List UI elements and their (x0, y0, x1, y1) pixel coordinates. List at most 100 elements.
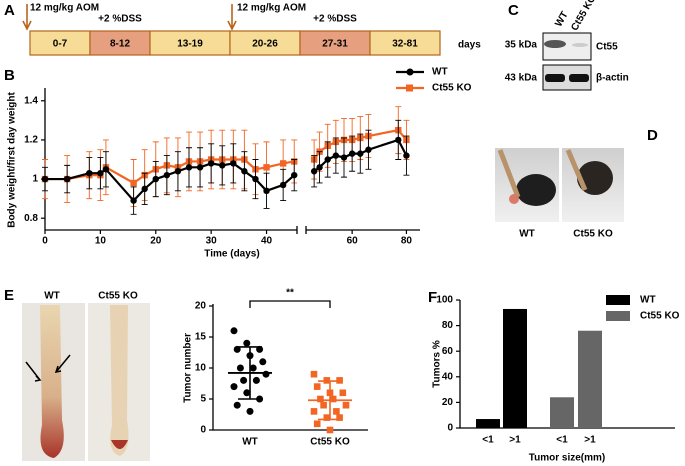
marker (196, 164, 204, 171)
marker (86, 170, 93, 177)
marker (336, 414, 343, 421)
bar (476, 419, 500, 428)
marker (262, 370, 270, 378)
marker (152, 175, 159, 183)
marker (102, 166, 110, 173)
legend-marker (406, 68, 414, 76)
marker (236, 364, 244, 372)
bar (550, 397, 574, 428)
marker (340, 154, 348, 161)
marker (310, 168, 318, 175)
photo-label: Ct55 KO (573, 229, 613, 240)
x-tick-label: >1 (584, 435, 596, 446)
timeline-annotation: +2 %DSS (313, 14, 357, 25)
legend-label: WT (640, 295, 656, 306)
marker (332, 152, 340, 159)
timeline-label: 13-19 (177, 39, 203, 50)
legend-swatch (606, 311, 630, 321)
y-tick-label: 60 (442, 346, 454, 357)
y-tick-label: 40 (442, 371, 454, 382)
marker (313, 420, 321, 428)
sd-bar (238, 346, 262, 400)
marker (342, 401, 350, 409)
marker (249, 364, 257, 372)
marker (329, 395, 337, 403)
photo-label: Ct55 KO (98, 291, 138, 302)
sd-bar (318, 380, 342, 421)
y-tick-label: 0 (200, 425, 206, 436)
marker (130, 197, 137, 204)
bar (578, 330, 602, 428)
marker (207, 160, 215, 167)
panel-label: D (647, 127, 658, 144)
y-tick-label: 5 (200, 394, 206, 405)
marker (403, 152, 410, 159)
marker (291, 171, 298, 179)
y-tick-label: 20 (442, 397, 454, 408)
photo-detail (565, 149, 588, 191)
arrow (25, 354, 71, 382)
marker (240, 376, 248, 384)
x-tick-label: 40 (261, 236, 273, 247)
blot-protein: β-actin (596, 73, 629, 84)
photo-detail (509, 194, 519, 204)
blot-band (569, 74, 589, 82)
blot-marker: 43 kDa (505, 73, 538, 84)
blot-column: WT (553, 10, 570, 29)
timeline-unit: days (458, 40, 481, 51)
arrow (22, 4, 32, 31)
marker (310, 408, 318, 415)
x-tick-label: 20 (150, 236, 162, 247)
y-tick-label: 80 (442, 320, 454, 331)
panel-label: B (4, 67, 15, 84)
marker (357, 150, 364, 157)
y-axis-label: Body weight/first day weight (7, 92, 18, 228)
y-tick-label: 15 (195, 332, 207, 343)
timeline-label: 32-81 (392, 39, 418, 50)
marker (230, 327, 238, 335)
panel-label: E (4, 287, 14, 304)
timeline-label: 27-31 (322, 39, 348, 50)
x-tick-label: <1 (556, 435, 568, 446)
timeline-annotation: 12 mg/kg AOM (237, 3, 306, 14)
photo-detail (110, 305, 129, 456)
blot-band (545, 74, 565, 82)
marker (317, 395, 324, 403)
timeline-label: 0-7 (53, 39, 68, 50)
y-axis-label: Tumor number (183, 333, 194, 403)
blot-column: Ct55 KO (569, 0, 598, 33)
marker (185, 164, 193, 171)
photo-detail (516, 174, 556, 206)
marker (279, 160, 287, 167)
x-tick-label: WT (242, 437, 258, 448)
axis-break (296, 226, 307, 234)
marker (348, 150, 356, 157)
y-tick-label: 0.8 (24, 213, 38, 224)
timeline-segment (29, 30, 91, 56)
marker (241, 168, 248, 175)
marker (41, 175, 49, 183)
x-tick-label: 60 (347, 236, 359, 247)
marker (252, 175, 259, 183)
y-tick-label: 1.2 (24, 135, 38, 146)
marker (316, 164, 323, 171)
marker (163, 171, 171, 179)
marker (333, 408, 340, 415)
marker (246, 407, 254, 415)
marker (252, 376, 260, 384)
timeline-segment (89, 30, 151, 56)
legend-marker (406, 84, 413, 92)
arrow (227, 4, 237, 31)
timeline-segment (149, 30, 231, 56)
blot-band (572, 43, 588, 47)
marker (141, 185, 148, 193)
marker (310, 370, 318, 378)
marker (263, 187, 270, 195)
marker (130, 179, 137, 187)
marker (395, 136, 402, 144)
timeline-annotation: 12 mg/kg AOM (30, 3, 99, 14)
timeline-label: 20-26 (252, 39, 278, 50)
y-tick-label: 10 (195, 363, 207, 374)
